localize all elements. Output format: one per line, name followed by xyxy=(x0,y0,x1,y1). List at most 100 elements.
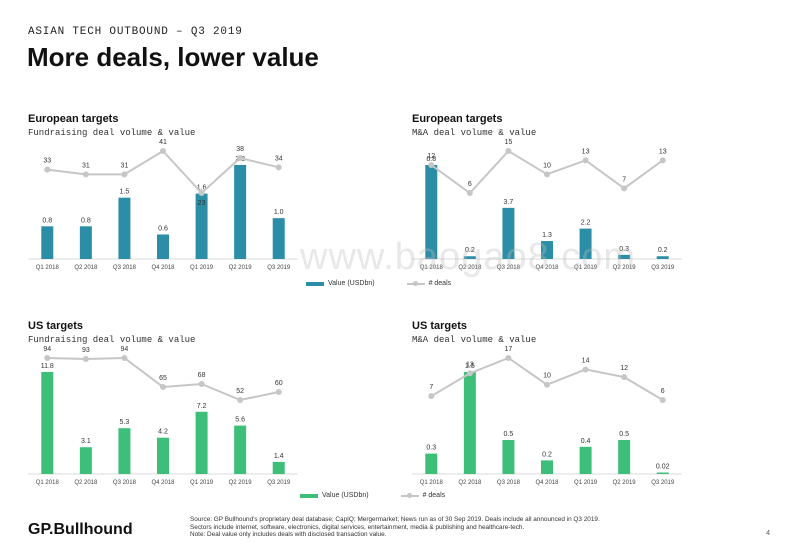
legend-item-deals: # deals xyxy=(406,280,451,287)
value-bar xyxy=(79,226,92,259)
deals-value-label: 17 xyxy=(505,346,513,353)
chart-svg: 0.8 Q1 2018 0.8 Q2 2018 1.5 Q3 2018 0.6 Q4 2018… xyxy=(28,139,298,271)
value-bar xyxy=(656,472,669,474)
deals-point xyxy=(44,166,51,173)
chart-panel-eu-fundraising: European targets Fundraising deal volume… xyxy=(28,113,408,283)
value-bar xyxy=(41,226,54,259)
deals-value-label: 31 xyxy=(121,162,129,169)
x-tick-label: Q2 2019 xyxy=(613,265,637,271)
page-number: 4 xyxy=(766,530,770,537)
bar-value-label: 3.1 xyxy=(81,438,91,445)
deals-value-label: 94 xyxy=(121,346,129,353)
bar-value-label: 2.2 xyxy=(581,220,591,227)
bar-value-label: 0.2 xyxy=(465,247,475,254)
bar-value-label: 0.4 xyxy=(581,438,591,445)
legend-swatch-value xyxy=(300,493,318,498)
legend-item-value: Value (USDbn) xyxy=(306,280,375,287)
value-bar xyxy=(656,256,669,259)
deals-value-label: 12 xyxy=(427,153,435,160)
deals-point xyxy=(505,355,512,361)
x-tick-label: Q1 2018 xyxy=(36,480,60,486)
bar-value-label: 1.6 xyxy=(197,185,207,192)
deals-point xyxy=(275,389,282,395)
chart-svg: 11.8 Q1 2018 3.1 Q2 2018 5.3 Q3 2018 4.2 Q4 201… xyxy=(28,346,298,486)
bar-value-label: 0.5 xyxy=(619,431,629,438)
value-bar xyxy=(272,218,285,259)
deals-point xyxy=(160,148,166,154)
deals-point xyxy=(82,171,89,178)
x-tick-label: Q1 2019 xyxy=(574,265,598,271)
x-tick-label: Q3 2019 xyxy=(651,480,675,486)
value-bar xyxy=(502,207,515,259)
deals-point xyxy=(198,190,205,196)
value-bar xyxy=(234,425,247,474)
deals-value-label: 13 xyxy=(466,361,474,368)
deals-point xyxy=(198,381,205,387)
bar-value-label: 0.8 xyxy=(81,217,91,224)
x-tick-label: Q3 2019 xyxy=(267,480,291,486)
value-bar xyxy=(618,254,631,259)
company-logo: GP.Bullhound xyxy=(28,521,133,538)
bar-value-label: 3.7 xyxy=(504,199,514,206)
legend-swatch-deals xyxy=(400,492,419,498)
bar-value-label: 1.4 xyxy=(274,453,284,460)
x-tick-label: Q1 2019 xyxy=(574,480,598,486)
chart-svg: 0.3 Q1 2018 1.5 Q2 2018 0.5 Q3 2018 0.2 Q4 2018… xyxy=(412,346,682,486)
value-bar xyxy=(195,411,208,474)
bar-value-label: 1.3 xyxy=(542,232,552,239)
x-tick-label: Q4 2018 xyxy=(535,265,559,271)
deals-value-label: 65 xyxy=(159,375,167,382)
deals-value-label: 38 xyxy=(236,146,244,153)
x-tick-label: Q2 2018 xyxy=(458,480,482,486)
x-tick-label: Q4 2018 xyxy=(151,265,175,271)
chart-svg: 6.8 Q1 2018 0.2 Q2 2018 3.7 Q3 2018 1.3 Q4 2018… xyxy=(412,139,682,271)
value-bar xyxy=(118,197,131,259)
value-bar xyxy=(157,234,169,259)
deals-value-label: 6 xyxy=(468,181,472,188)
deals-point xyxy=(44,355,51,361)
deals-value-label: 10 xyxy=(543,373,551,380)
deals-value-label: 68 xyxy=(198,372,206,379)
x-tick-label: Q4 2018 xyxy=(151,480,175,486)
legend-swatch-deals xyxy=(406,280,425,286)
chart-title: US targets xyxy=(28,320,84,332)
source-text: Source: GP Bullhound’s proprietary deal … xyxy=(190,516,600,531)
bar-value-label: 5.3 xyxy=(120,419,130,426)
watermark: www.baogao8.com xyxy=(300,236,637,278)
chart-title: European targets xyxy=(28,113,119,125)
legend-label-value: Value (USDbn) xyxy=(322,492,369,499)
value-bar xyxy=(541,241,553,259)
value-bar xyxy=(195,193,208,259)
x-tick-label: Q3 2019 xyxy=(651,265,675,271)
legend-top: Value (USDbn) # deals xyxy=(306,280,477,287)
deals-value-label: 33 xyxy=(43,158,51,165)
x-tick-label: Q1 2018 xyxy=(36,265,60,271)
chart-subtitle: M&A deal volume & value xyxy=(412,128,537,138)
chart-title: European targets xyxy=(412,113,503,125)
bar-value-label: 0.5 xyxy=(504,431,514,438)
deals-value-label: 15 xyxy=(505,139,513,146)
deals-value-label: 14 xyxy=(582,357,590,364)
deals-point xyxy=(466,370,473,377)
bar-value-label: 0.6 xyxy=(158,225,168,232)
deals-point xyxy=(160,384,166,390)
value-bar xyxy=(541,460,553,474)
x-tick-label: Q2 2018 xyxy=(74,265,98,271)
deals-value-label: 13 xyxy=(659,148,667,155)
bar-value-label: 1.0 xyxy=(274,209,284,216)
bar-value-label: 1.5 xyxy=(465,363,475,370)
deals-value-label: 41 xyxy=(159,139,167,146)
deals-point xyxy=(237,397,244,403)
deals-value-label: 10 xyxy=(543,162,551,169)
legend-label-deals: # deals xyxy=(422,492,446,499)
value-bar xyxy=(425,165,438,259)
x-tick-label: Q1 2019 xyxy=(190,265,214,271)
value-bar xyxy=(463,372,476,474)
deals-value-label: 60 xyxy=(275,380,283,387)
deals-point xyxy=(659,397,666,403)
legend-label-value: Value (USDbn) xyxy=(328,280,375,287)
chart-subtitle: Fundraising deal volume & value xyxy=(28,335,196,345)
x-tick-label: Q2 2019 xyxy=(229,480,253,486)
deals-value-label: 12 xyxy=(620,365,628,372)
x-tick-label: Q3 2018 xyxy=(113,265,137,271)
